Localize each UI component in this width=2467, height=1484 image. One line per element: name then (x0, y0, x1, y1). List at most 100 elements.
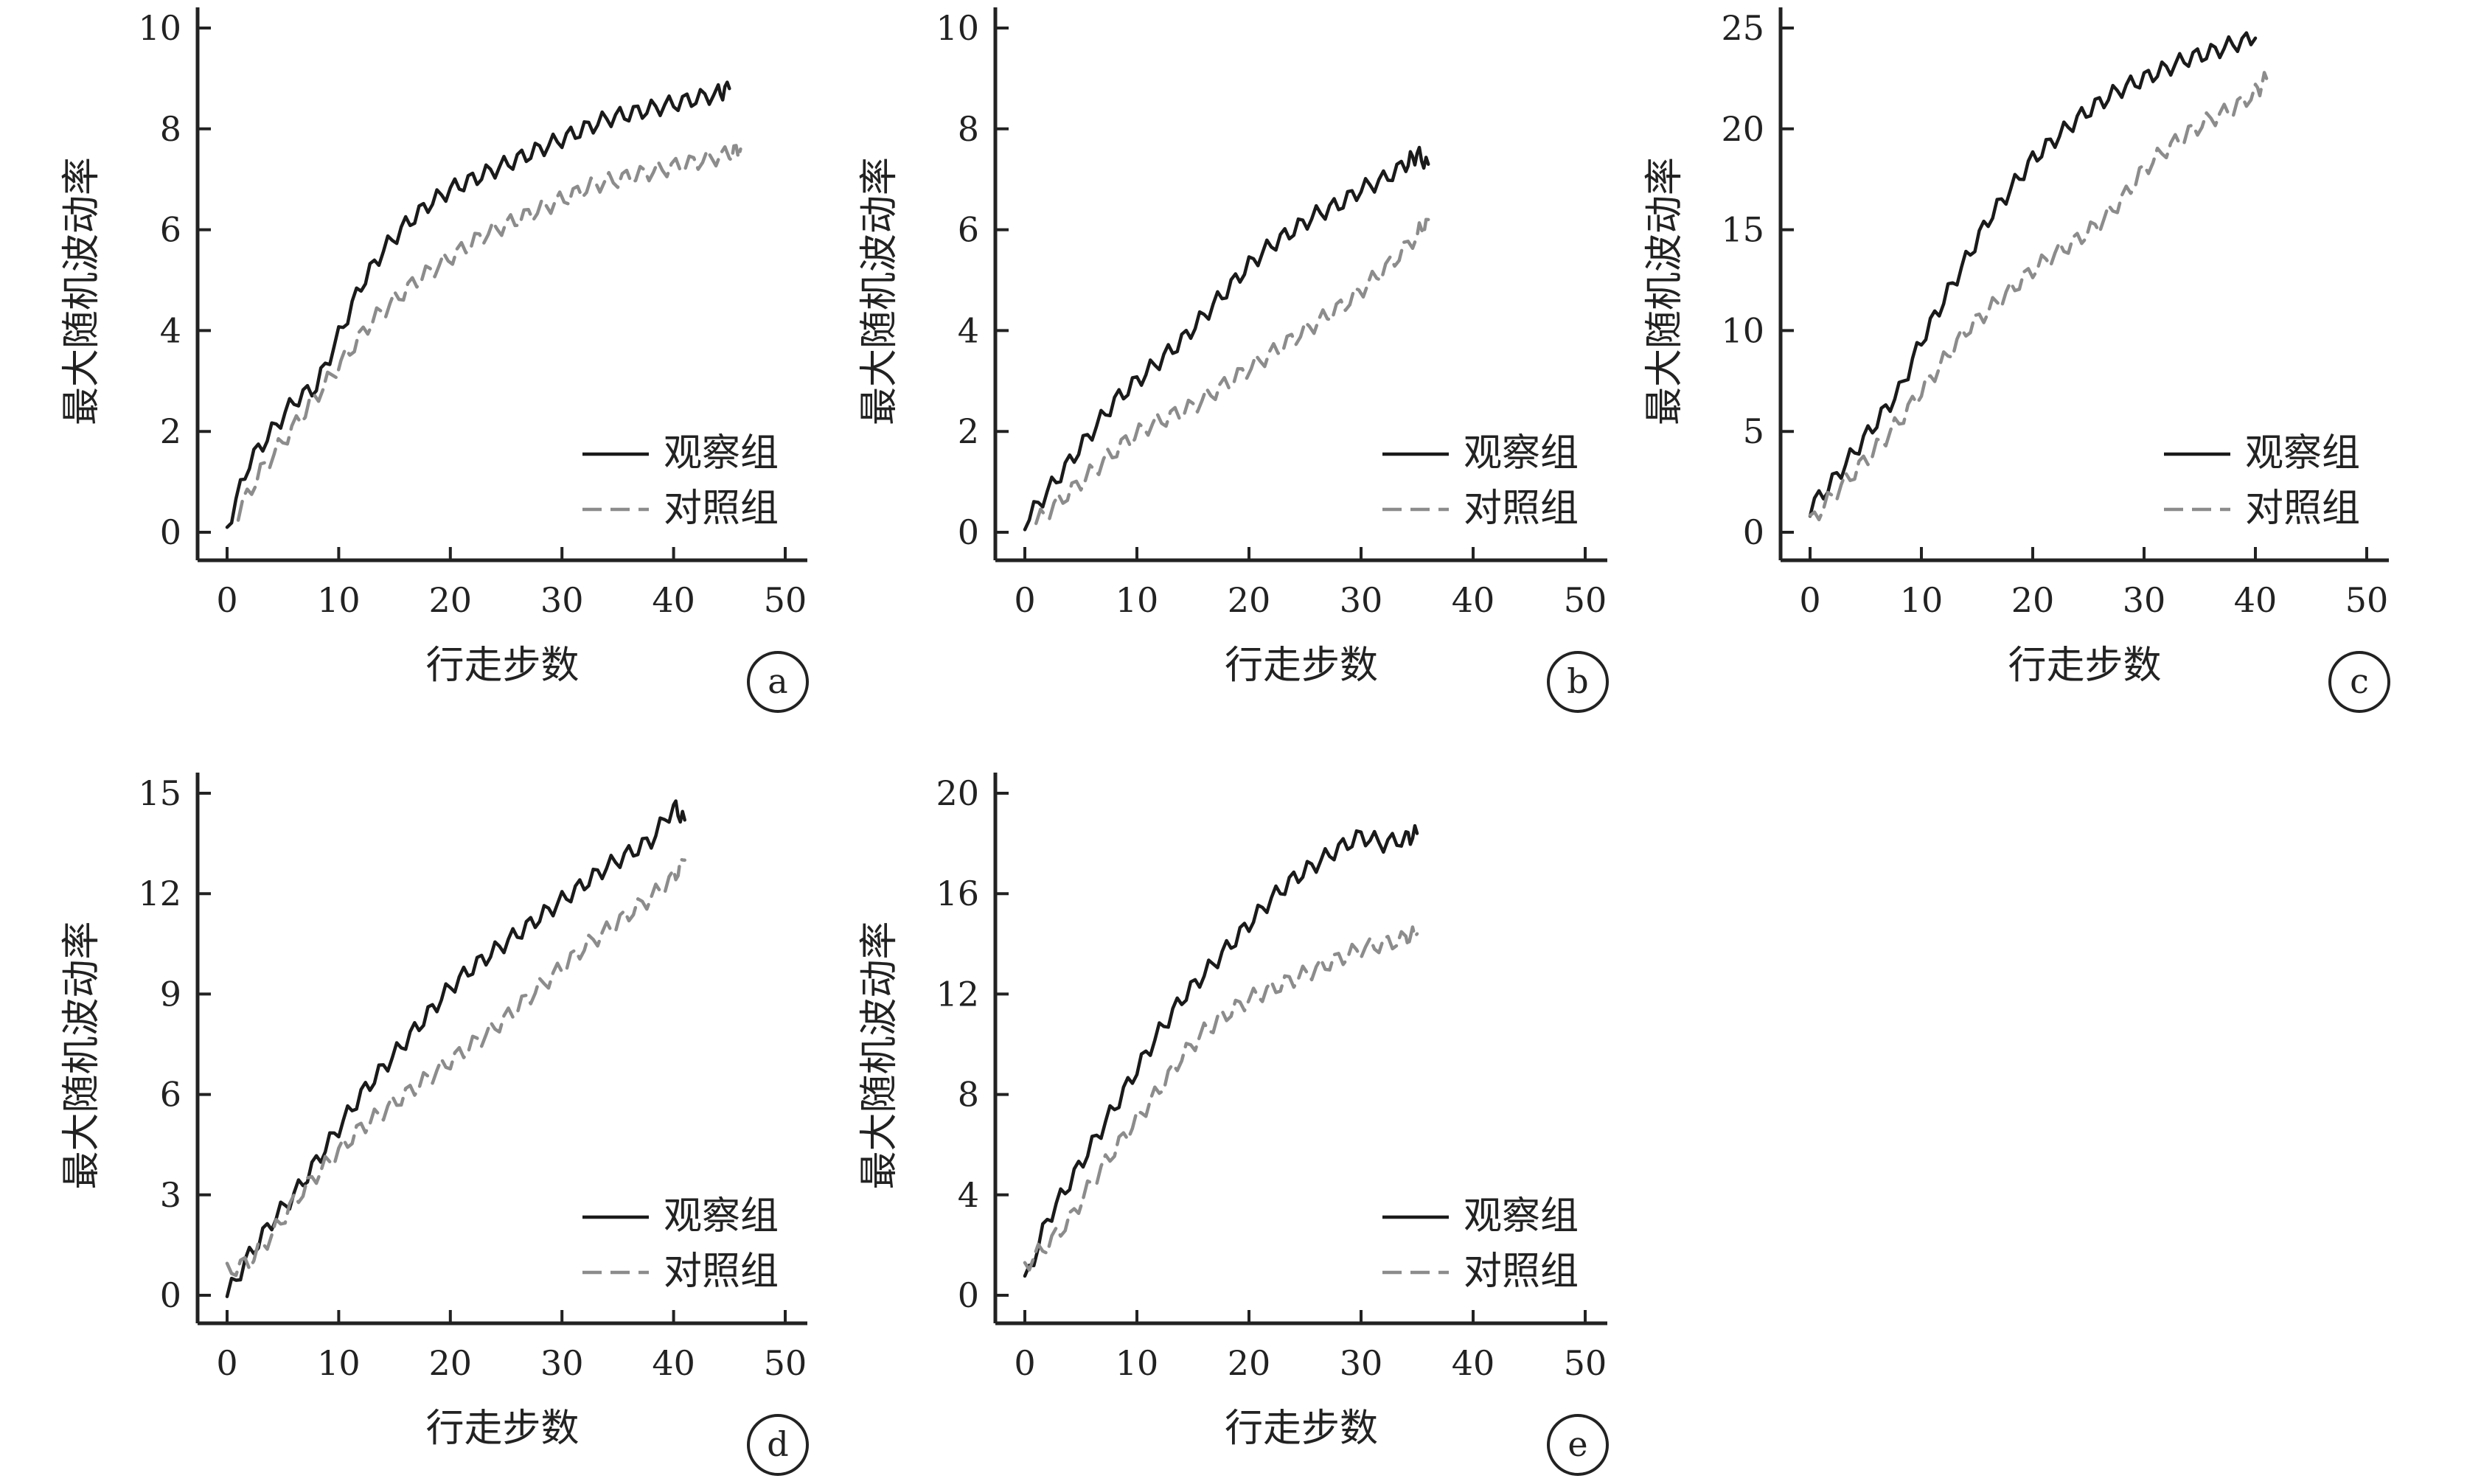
y-tick-label: 15 (1721, 210, 1764, 250)
panel-letter-badge (1547, 1414, 1609, 1476)
x-tick-label: 40 (1452, 580, 1495, 620)
x-tick-label: 50 (764, 1343, 807, 1383)
x-tick-label: 20 (429, 580, 473, 620)
x-tick-label: 30 (540, 1343, 584, 1383)
panel-letter-badge (747, 1414, 809, 1476)
x-tick-label: 20 (429, 1343, 473, 1383)
y-tick-label: 3 (160, 1175, 181, 1215)
legend-label-observation: 观察组 (1464, 1194, 1579, 1239)
y-tick-label: 20 (1721, 109, 1764, 149)
legend-label-observation: 观察组 (2245, 431, 2360, 475)
series-line-observation (1023, 145, 1430, 532)
x-tick-label: 0 (1014, 1343, 1035, 1383)
x-axis-title: 行走步数 (1225, 644, 1378, 688)
y-tick-label: 8 (958, 1075, 979, 1115)
y-tick-label: 6 (160, 1075, 181, 1115)
y-tick-label: 5 (1743, 411, 1764, 451)
panel-letter-badge (1547, 651, 1609, 713)
y-tick-label: 8 (160, 109, 181, 149)
x-tick-label: 30 (540, 580, 584, 620)
y-axis-title: 最大随机波动率 (1643, 157, 1687, 425)
x-tick-label: 30 (1340, 580, 1383, 620)
x-axis-title: 行走步数 (425, 1407, 579, 1451)
panel-letter: e (1567, 1424, 1587, 1464)
y-tick-label: 0 (958, 512, 979, 552)
x-tick-label: 50 (764, 580, 807, 620)
legend-label-control: 对照组 (1464, 1250, 1579, 1294)
series-line-control (236, 144, 742, 522)
x-tick-label: 10 (1900, 580, 1944, 620)
series-line-observation (1808, 31, 2258, 518)
x-axis-title: 行走步数 (1225, 1407, 1378, 1451)
y-tick-label: 0 (160, 1275, 181, 1315)
y-tick-label: 16 (936, 874, 979, 913)
series-line-control (1023, 925, 1419, 1272)
x-tick-label: 0 (216, 1343, 237, 1383)
x-tick-label: 0 (1014, 580, 1035, 620)
y-tick-label: 25 (1721, 8, 1764, 48)
y-tick-label: 6 (160, 210, 181, 250)
y-axis-title: 最大随机波动率 (60, 921, 104, 1189)
x-tick-label: 30 (2123, 580, 2166, 620)
y-tick-label: 20 (936, 773, 979, 813)
y-axis-title: 最大随机波动率 (857, 157, 902, 425)
y-tick-label: 10 (936, 8, 979, 48)
panel-letter: c (2350, 661, 2369, 701)
y-tick-label: 4 (958, 1175, 979, 1215)
legend-label-control: 对照组 (1464, 487, 1579, 531)
x-tick-label: 0 (1799, 580, 1820, 620)
y-tick-label: 12 (936, 974, 979, 1014)
x-axis-title: 行走步数 (2008, 644, 2161, 688)
legend-label-observation: 观察组 (664, 431, 779, 475)
x-tick-label: 50 (1564, 1343, 1607, 1383)
x-tick-label: 10 (317, 1343, 361, 1383)
x-tick-label: 30 (1340, 1343, 1383, 1383)
x-tick-label: 40 (652, 1343, 695, 1383)
legend-label-control: 对照组 (2245, 487, 2360, 531)
y-tick-label: 12 (138, 874, 181, 913)
y-tick-label: 0 (1743, 512, 1764, 552)
y-axis-title: 最大随机波动率 (60, 157, 104, 425)
y-tick-label: 0 (958, 1275, 979, 1315)
x-axis-title: 行走步数 (425, 644, 579, 688)
y-tick-label: 9 (160, 974, 181, 1014)
series-line-observation (225, 799, 686, 1298)
panel-letter-badge (2328, 651, 2390, 713)
y-tick-label: 4 (958, 310, 979, 350)
y-tick-label: 2 (958, 411, 979, 451)
legend-label-control: 对照组 (664, 487, 779, 531)
x-tick-label: 10 (1116, 1343, 1159, 1383)
series-line-observation (225, 80, 731, 529)
x-tick-label: 20 (1228, 1343, 1271, 1383)
series-line-control (1808, 71, 2269, 522)
y-tick-label: 10 (1721, 310, 1764, 350)
y-tick-label: 2 (160, 411, 181, 451)
x-tick-label: 40 (1452, 1343, 1495, 1383)
y-tick-label: 15 (138, 773, 181, 813)
x-tick-label: 10 (317, 580, 361, 620)
series-line-control (225, 857, 686, 1278)
y-axis-title: 最大随机波动率 (857, 921, 902, 1189)
panel-letter: d (767, 1424, 788, 1464)
legend-label-observation: 观察组 (1464, 431, 1579, 475)
y-tick-label: 8 (958, 109, 979, 149)
x-tick-label: 10 (1116, 580, 1159, 620)
y-tick-label: 10 (138, 8, 181, 48)
y-tick-label: 0 (160, 512, 181, 552)
x-tick-label: 20 (1228, 580, 1271, 620)
series-line-control (1034, 217, 1430, 526)
panel-letter-badge (747, 651, 809, 713)
x-tick-label: 0 (216, 580, 237, 620)
panel-letter: b (1567, 661, 1588, 701)
x-tick-label: 40 (652, 580, 695, 620)
legend-label-observation: 观察组 (664, 1194, 779, 1239)
x-tick-label: 50 (1564, 580, 1607, 620)
legend-label-control: 对照组 (664, 1250, 779, 1294)
y-tick-label: 4 (160, 310, 181, 350)
